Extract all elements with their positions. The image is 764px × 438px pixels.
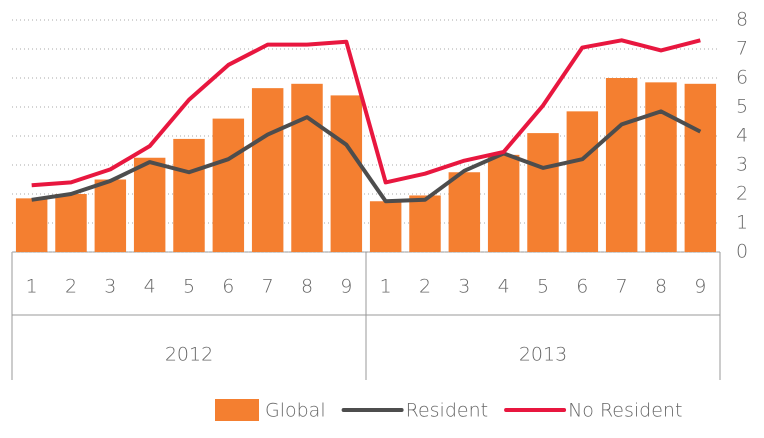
line	[31, 109, 702, 204]
y-tick-label: 5	[736, 96, 748, 118]
x-tick-label: 5	[183, 276, 195, 298]
y-tick-label: 0	[736, 241, 748, 263]
legend-label: No Resident	[568, 400, 682, 422]
bar	[94, 179, 127, 252]
x-tick-label: 8	[301, 276, 313, 298]
x-tick-label: 4	[144, 276, 156, 298]
bar	[566, 111, 599, 252]
bar	[212, 118, 245, 252]
group-label: 2012	[165, 344, 213, 366]
y-tick-label: 3	[736, 154, 748, 176]
y-tick-label: 8	[736, 9, 748, 31]
bar	[684, 83, 717, 252]
bar	[487, 154, 520, 252]
line	[31, 38, 701, 188]
x-tick-label: 6	[576, 276, 588, 298]
x-tick-label: 7	[262, 276, 274, 298]
legend-label: Global	[265, 400, 326, 422]
x-tick-label: 9	[694, 276, 706, 298]
bar	[15, 198, 48, 252]
bar	[645, 82, 677, 252]
bar	[251, 88, 284, 253]
x-tick-label: 7	[616, 276, 628, 298]
y-tick-label: 1	[736, 212, 748, 234]
x-tick-label: 1	[380, 276, 392, 298]
bar	[291, 83, 323, 252]
bar	[55, 194, 87, 252]
bar	[133, 157, 166, 252]
x-tick-label: 9	[340, 276, 352, 298]
x-tick-label: 3	[104, 276, 116, 298]
x-tick-label: 2	[419, 276, 431, 298]
bar	[409, 195, 441, 252]
x-tick-label: 2	[65, 276, 77, 298]
y-tick-label: 4	[736, 125, 748, 147]
x-tick-label: 5	[537, 276, 549, 298]
bar	[448, 172, 481, 252]
bar	[527, 133, 559, 252]
y-tick-label: 7	[736, 38, 748, 60]
x-tick-label: 3	[458, 276, 470, 298]
bar	[605, 78, 638, 252]
legend-label: Resident	[406, 400, 488, 422]
x-tick-label: 1	[26, 276, 38, 298]
legend-swatch	[215, 399, 259, 421]
x-tick-label: 6	[222, 276, 234, 298]
x-tick-label: 4	[498, 276, 510, 298]
bar	[330, 95, 363, 253]
bar	[173, 138, 205, 252]
x-tick-label: 8	[655, 276, 667, 298]
axis-frame	[11, 251, 721, 380]
y-tick-label: 6	[736, 67, 748, 89]
group-label: 2013	[519, 344, 567, 366]
y-tick-label: 2	[736, 183, 748, 205]
bar	[369, 201, 402, 252]
